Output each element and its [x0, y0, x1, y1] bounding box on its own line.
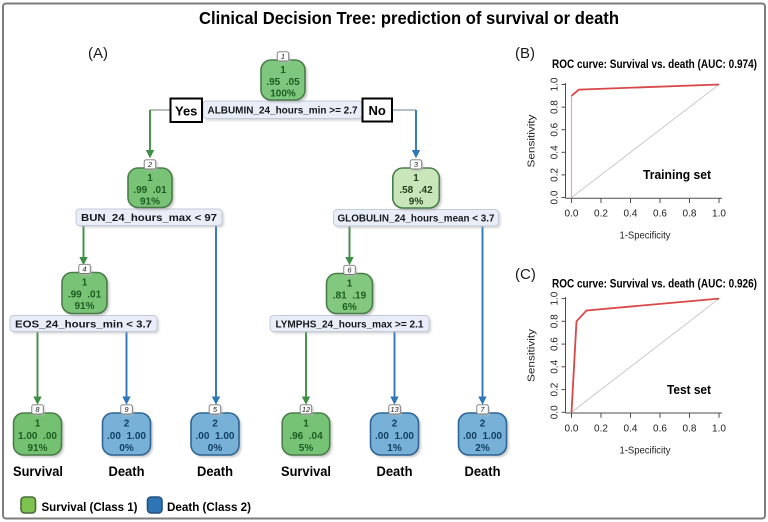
svg-text:0.0: 0.0 [550, 405, 561, 419]
svg-text:(C): (C) [515, 266, 536, 283]
svg-text:Clinical Decision Tree: predic: Clinical Decision Tree: prediction of su… [199, 8, 619, 28]
svg-text:0.0: 0.0 [565, 209, 579, 220]
svg-text:9%: 9% [409, 197, 424, 208]
svg-text:Death: Death [197, 464, 233, 479]
svg-text:Training set: Training set [643, 168, 712, 182]
svg-text:GLOBULIN_24_hours_mean < 3.7: GLOBULIN_24_hours_mean < 3.7 [338, 213, 495, 225]
svg-text:1: 1 [82, 278, 88, 289]
svg-text:9: 9 [124, 405, 129, 414]
svg-text:6%: 6% [342, 302, 357, 313]
svg-text:0%: 0% [119, 443, 134, 454]
svg-text:0.8: 0.8 [550, 100, 561, 114]
svg-text:BUN_24_hours_max < 97: BUN_24_hours_max < 97 [81, 212, 217, 224]
svg-text:1.0: 1.0 [712, 209, 726, 220]
svg-text:13: 13 [390, 405, 399, 414]
svg-text:Sensitivity: Sensitivity [526, 114, 538, 168]
svg-text:4: 4 [82, 265, 86, 274]
svg-text:.00 1.00: .00 1.00 [107, 431, 146, 442]
svg-text:91%: 91% [140, 197, 160, 208]
svg-text:1: 1 [281, 52, 285, 61]
svg-text:2: 2 [392, 419, 398, 430]
svg-text:.00 1.00: .00 1.00 [463, 431, 502, 442]
svg-text:0.0: 0.0 [565, 423, 579, 434]
svg-text:Sensitivity: Sensitivity [526, 328, 538, 382]
svg-text:1: 1 [303, 419, 309, 430]
svg-text:1%: 1% [387, 443, 402, 454]
svg-text:1.00 .00: 1.00 .00 [18, 431, 57, 442]
svg-text:Death: Death [465, 464, 501, 479]
svg-text:0.8: 0.8 [683, 423, 697, 434]
svg-text:.81 .19: .81 .19 [333, 291, 367, 302]
svg-text:Survival (Class 1): Survival (Class 1) [42, 500, 138, 514]
svg-text:.95 .05: .95 .05 [266, 77, 300, 88]
svg-text:2: 2 [480, 419, 486, 430]
svg-text:100%: 100% [270, 89, 296, 100]
svg-text:0.8: 0.8 [550, 314, 561, 328]
svg-text:ALBUMIN_24_hours_min >= 2.7: ALBUMIN_24_hours_min >= 2.7 [208, 105, 358, 117]
svg-text:1: 1 [35, 419, 41, 430]
svg-text:5: 5 [213, 405, 218, 414]
svg-text:.99 .01: .99 .01 [133, 185, 167, 196]
svg-text:0.6: 0.6 [653, 423, 667, 434]
svg-text:1: 1 [347, 279, 353, 290]
svg-text:(B): (B) [515, 45, 535, 62]
svg-text:0.4: 0.4 [550, 359, 561, 373]
svg-text:2: 2 [147, 160, 153, 169]
svg-text:6: 6 [347, 266, 352, 275]
svg-text:1: 1 [147, 173, 153, 184]
svg-text:Death: Death [377, 464, 413, 479]
svg-text:1-Specificity: 1-Specificity [620, 444, 672, 456]
svg-text:Survival: Survival [13, 464, 63, 479]
svg-text:5%: 5% [299, 443, 314, 454]
svg-text:0.2: 0.2 [550, 168, 561, 182]
svg-text:1.0: 1.0 [550, 291, 561, 305]
svg-text:91%: 91% [74, 301, 94, 312]
svg-text:0.6: 0.6 [550, 337, 561, 351]
svg-text:1: 1 [280, 65, 286, 76]
svg-text:0.2: 0.2 [594, 423, 608, 434]
svg-text:Death (Class 2): Death (Class 2) [167, 500, 251, 514]
svg-text:0%: 0% [208, 443, 223, 454]
svg-text:ROC curve: Survival vs. death: ROC curve: Survival vs. death (AUC: 0.97… [552, 57, 757, 71]
svg-text:0.6: 0.6 [653, 209, 667, 220]
svg-text:Test set: Test set [667, 383, 712, 397]
svg-text:3: 3 [414, 160, 419, 169]
svg-text:1: 1 [413, 173, 419, 184]
svg-text:0.6: 0.6 [550, 122, 561, 136]
svg-text:8: 8 [35, 405, 40, 414]
svg-text:LYMPHS_24_hours_max >= 2.1: LYMPHS_24_hours_max >= 2.1 [276, 318, 424, 330]
svg-text:1-Specificity: 1-Specificity [620, 230, 672, 242]
svg-text:1.0: 1.0 [550, 77, 561, 91]
svg-text:.99 .01: .99 .01 [68, 290, 102, 301]
svg-text:0.2: 0.2 [594, 209, 608, 220]
svg-text:0.4: 0.4 [624, 209, 638, 220]
svg-text:2: 2 [124, 419, 130, 430]
svg-text:No: No [369, 103, 386, 118]
svg-text:7: 7 [480, 405, 485, 414]
svg-text:0.8: 0.8 [683, 209, 697, 220]
svg-text:0.4: 0.4 [550, 145, 561, 159]
svg-text:Yes: Yes [175, 104, 197, 119]
svg-text:0.2: 0.2 [550, 382, 561, 396]
svg-text:EOS_24_hours_min < 3.7: EOS_24_hours_min < 3.7 [15, 318, 152, 330]
svg-text:Death: Death [109, 464, 145, 479]
svg-text:.00 1.00: .00 1.00 [196, 431, 235, 442]
svg-text:2%: 2% [475, 443, 490, 454]
svg-text:.58 .42: .58 .42 [399, 185, 433, 196]
svg-text:91%: 91% [27, 443, 47, 454]
svg-text:2: 2 [212, 419, 218, 430]
svg-text:Survival: Survival [281, 464, 331, 479]
svg-text:0.4: 0.4 [624, 423, 638, 434]
svg-text:.00 1.00: .00 1.00 [375, 431, 414, 442]
svg-text:1.0: 1.0 [712, 423, 726, 434]
svg-text:12: 12 [302, 405, 311, 414]
svg-text:(A): (A) [88, 45, 108, 62]
svg-text:.96 .04: .96 .04 [289, 431, 323, 442]
svg-text:ROC curve: Survival vs. death: ROC curve: Survival vs. death (AUC: 0.92… [552, 277, 757, 291]
svg-text:0.0: 0.0 [550, 190, 561, 204]
